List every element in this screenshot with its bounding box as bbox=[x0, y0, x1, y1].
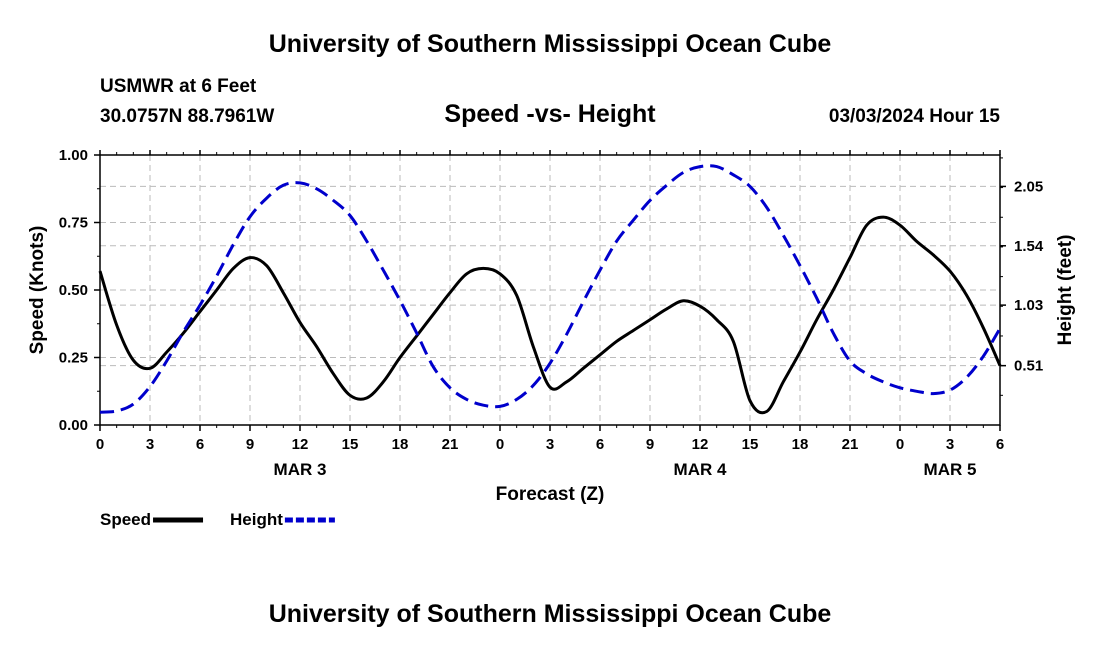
y-tick-label: 0.50 bbox=[59, 282, 88, 299]
page-title: University of Southern Mississippi Ocean… bbox=[268, 30, 832, 58]
x-tick-label: 6 bbox=[596, 436, 604, 453]
date-label: MAR 4 bbox=[674, 460, 727, 479]
y-right-tick-label: 1.54 bbox=[1014, 238, 1044, 255]
date-label: MAR 5 bbox=[924, 460, 977, 479]
x-tick-label: 0 bbox=[96, 436, 104, 453]
chart-title: Speed -vs- Height bbox=[444, 100, 656, 128]
date-label: MAR 3 bbox=[274, 460, 327, 479]
x-tick-label: 18 bbox=[392, 436, 409, 453]
x-tick-label: 15 bbox=[342, 436, 359, 453]
y-tick-label: 0.25 bbox=[59, 350, 88, 367]
footer-title: University of Southern Mississippi Ocean… bbox=[268, 600, 832, 628]
x-tick-label: 9 bbox=[246, 436, 254, 453]
ticks-layer bbox=[94, 150, 1006, 431]
series-line-speed bbox=[98, 215, 1002, 415]
series-line-height bbox=[99, 164, 1002, 414]
series-layer bbox=[98, 164, 1002, 415]
x-tick-label: 21 bbox=[442, 436, 459, 453]
station-coordinates: 30.0757N 88.7961W bbox=[100, 106, 275, 127]
y-right-tick-label: 0.51 bbox=[1014, 358, 1043, 375]
legend: Speed Height bbox=[100, 510, 335, 529]
x-tick-label: 3 bbox=[946, 436, 954, 453]
x-tick-label: 12 bbox=[692, 436, 709, 453]
x-tick-label: 18 bbox=[792, 436, 809, 453]
x-tick-label: 3 bbox=[146, 436, 154, 453]
y-tick-label: 1.00 bbox=[59, 147, 88, 164]
x-tick-label: 21 bbox=[842, 436, 859, 453]
y-right-tick-label: 1.03 bbox=[1014, 297, 1043, 314]
legend-label-height: Height bbox=[230, 510, 283, 529]
x-tick-label: 9 bbox=[646, 436, 654, 453]
forecast-timestamp: 03/03/2024 Hour 15 bbox=[828, 106, 1000, 127]
x-tick-label: 6 bbox=[196, 436, 204, 453]
y-right-axis-title: Height (feet) bbox=[1055, 235, 1076, 346]
y-tick-label: 0.00 bbox=[59, 417, 88, 434]
x-tick-label: 6 bbox=[996, 436, 1004, 453]
y-tick-label: 0.75 bbox=[59, 215, 88, 232]
x-tick-label: 12 bbox=[292, 436, 309, 453]
labels-layer: 0 3 6 9 12 15 18 21 0 3 6 9 12 15 18 21 0 3 6 0.00 0.25 0.50 0… bbox=[27, 147, 1076, 505]
x-tick-label: 0 bbox=[896, 436, 904, 453]
x-axis-title: Forecast (Z) bbox=[496, 484, 605, 505]
y-right-tick-label: 2.05 bbox=[1014, 178, 1043, 195]
y-axis-title: Speed (Knots) bbox=[27, 226, 48, 355]
legend-label-speed: Speed bbox=[100, 510, 151, 529]
x-tick-label: 15 bbox=[742, 436, 759, 453]
grid-layer bbox=[100, 155, 1000, 425]
x-tick-label: 0 bbox=[496, 436, 504, 453]
x-tick-label: 3 bbox=[546, 436, 554, 453]
station-name: USMWR at 6 Feet bbox=[100, 76, 257, 97]
